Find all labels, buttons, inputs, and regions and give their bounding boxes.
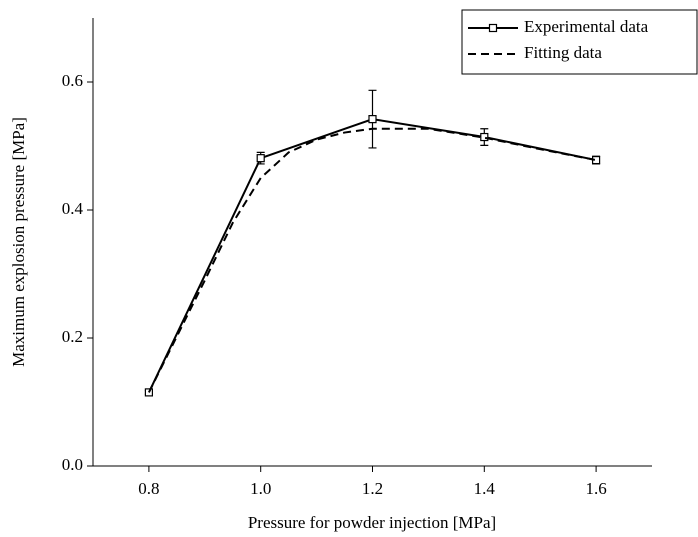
marker: [480, 132, 489, 142]
x-axis-label: Pressure for powder injection [MPa]: [248, 513, 496, 532]
legend-label: Experimental data: [524, 17, 649, 36]
x-tick-label: 0.8: [138, 479, 159, 498]
legend-box: [461, 9, 698, 75]
marker: [368, 115, 377, 124]
y-tick-label: 0.2: [62, 327, 83, 346]
y-tick-label: 0.6: [62, 71, 83, 90]
y-axis-label: Maximum explosion pressure [MPa]: [9, 117, 28, 367]
x-tick-label: 1.0: [250, 479, 271, 498]
legend-label: Fitting data: [524, 43, 602, 62]
x-tick-label: 1.2: [362, 479, 383, 498]
y-tick-label: 0.4: [62, 199, 84, 218]
series-line: [148, 127, 597, 393]
legend-marker: [488, 23, 498, 33]
y-tick-label: 0.0: [62, 455, 83, 474]
series-line: [147, 118, 597, 393]
marker: [256, 154, 265, 163]
x-tick-label: 1.4: [474, 479, 496, 498]
x-tick-label: 1.6: [585, 479, 606, 498]
